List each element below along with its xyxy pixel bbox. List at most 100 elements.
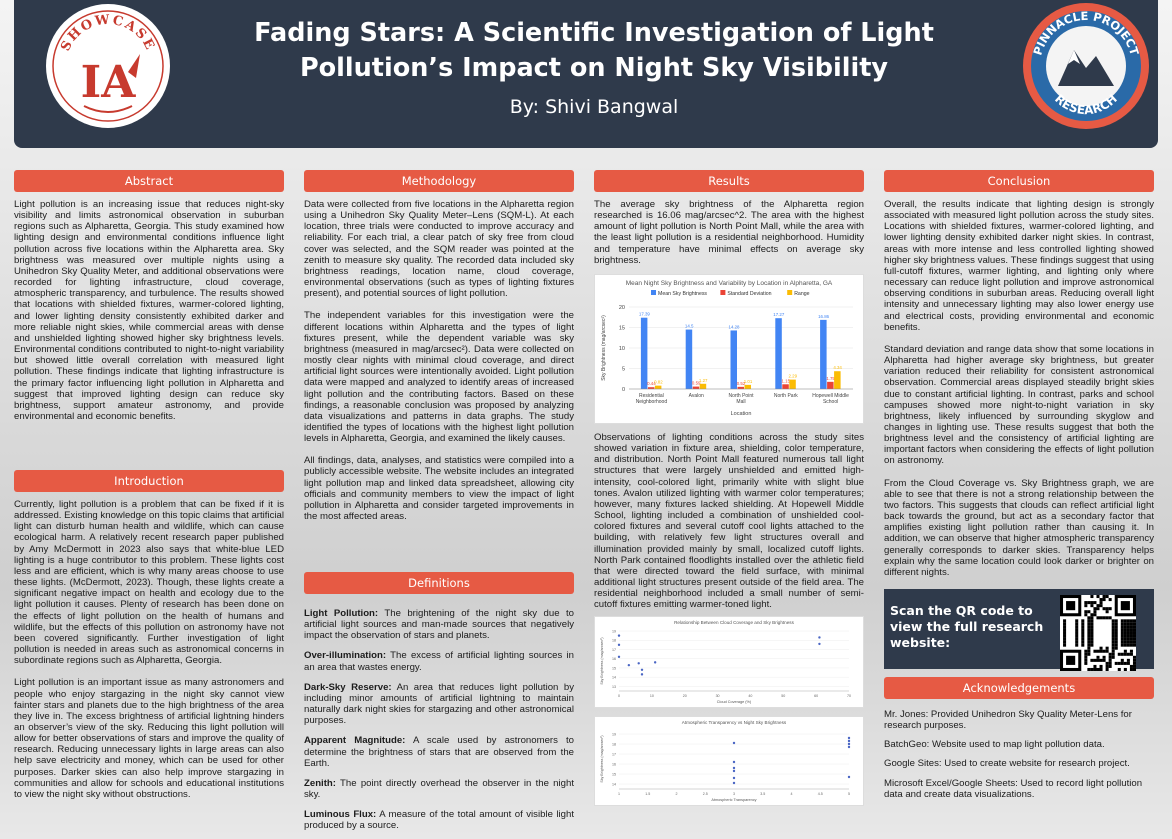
qr-module (1114, 625, 1118, 629)
bar (782, 384, 789, 389)
qr-module (1126, 634, 1130, 638)
qr-module (1090, 637, 1094, 641)
data-label: 0.59 (692, 381, 701, 386)
qr-module (1090, 625, 1094, 629)
cloud-scatter-panel: Relationship Between Cloud Coverage and … (594, 616, 864, 709)
qr-module (1087, 616, 1091, 620)
scatter-point (732, 777, 736, 780)
scatter-point (732, 770, 736, 773)
qr-finder (1066, 601, 1076, 611)
chart-title: Relationship Between Cloud Coverage and … (674, 620, 794, 625)
qr-module (1132, 655, 1136, 659)
scatter-point (732, 761, 736, 764)
qr-module (1126, 622, 1130, 626)
qr-module (1096, 616, 1100, 620)
qr-module (1063, 628, 1067, 632)
qr-module (1087, 667, 1091, 671)
qr-module (1108, 652, 1112, 656)
qr-module (1063, 643, 1067, 647)
qr-module (1087, 610, 1091, 614)
bar (775, 318, 782, 389)
qr-module (1129, 649, 1133, 653)
column-4: Conclusion Overall, the results indicate… (884, 170, 1154, 808)
definition-item: Dark-Sky Reserve: An area that reduces l… (304, 682, 574, 727)
data-label: 0.52 (737, 381, 746, 386)
qr-module (1132, 643, 1136, 647)
qr-module (1105, 607, 1109, 611)
poster-header: SHOWCASE IA Fading Stars: A Scientific I… (14, 0, 1158, 148)
scatter-point (617, 644, 621, 647)
x-tick-label: 30 (716, 694, 720, 698)
qr-module (1099, 616, 1103, 620)
qr-module (1123, 643, 1127, 647)
qr-module (1126, 658, 1130, 662)
qr-module (1108, 658, 1112, 662)
qr-module (1123, 622, 1127, 626)
data-label: 14.28 (729, 324, 741, 329)
qr-module (1129, 637, 1133, 641)
qr-module (1081, 625, 1085, 629)
qr-code[interactable] (1060, 595, 1136, 671)
x-tick-label: 3.5 (760, 792, 765, 796)
qr-module (1063, 625, 1067, 629)
qr-panel: Scan the QR code to view the full resear… (884, 589, 1154, 671)
scatter-point (732, 767, 736, 770)
y-tick-label: 15 (612, 773, 616, 777)
acknowledgement-item: Mr. Jones: Provided Unihedron Sky Qualit… (884, 709, 1132, 732)
data-label: 1.27 (699, 378, 708, 383)
methodology-paragraph: The independent variables for this inves… (304, 310, 574, 445)
qr-module (1108, 661, 1112, 665)
qr-module (1081, 640, 1085, 644)
definition-term: Over-illumination: (304, 650, 387, 662)
qr-module (1090, 601, 1094, 605)
definition-term: Zenith: (304, 777, 336, 789)
qr-module (1111, 643, 1115, 647)
x-tick-label: 1.5 (645, 792, 650, 796)
qr-module (1114, 619, 1118, 623)
scatter-point (617, 634, 621, 638)
x-tick-label: Residential (639, 393, 664, 399)
data-label: 0.82 (654, 380, 663, 385)
qr-module (1063, 637, 1067, 641)
acknowledgement-item: Google Sites: Used to create website for… (884, 758, 1130, 770)
qr-module (1099, 601, 1103, 605)
y-axis-label: Sky Brightness (mag/arcsec²) (600, 638, 604, 685)
definition-text: The point directly overhead the observer… (304, 777, 574, 801)
scatter-point (818, 636, 821, 640)
x-tick-label: 0 (618, 694, 620, 698)
qr-text: Scan the QR code to view the full resear… (890, 603, 1044, 650)
conclusion-heading: Conclusion (884, 170, 1154, 192)
qr-module (1105, 646, 1109, 650)
y-axis-label: Sky Brightness (mag/arcsec²) (600, 736, 604, 783)
qr-module (1117, 652, 1121, 656)
qr-module (1108, 598, 1112, 602)
bar (692, 386, 700, 389)
qr-module (1126, 619, 1130, 623)
qr-module (1081, 628, 1085, 632)
qr-module (1129, 664, 1133, 668)
introduction-heading: Introduction (14, 470, 284, 492)
qr-module (1111, 655, 1115, 659)
qr-module (1111, 619, 1115, 623)
column-3: Results The average sky brightness of th… (594, 170, 864, 807)
qr-module (1105, 649, 1109, 653)
qr-module (1126, 628, 1130, 632)
qr-module (1093, 613, 1097, 617)
bar (647, 387, 655, 389)
x-tick-label: 5 (848, 792, 850, 796)
qr-module (1114, 628, 1118, 632)
x-tick-label: 10 (650, 694, 654, 698)
qr-module (1111, 622, 1115, 626)
x-axis-label: Location (731, 411, 752, 417)
qr-module (1111, 631, 1115, 635)
definitions-heading: Definitions (304, 572, 574, 594)
legend-label: Standard Deviation (727, 291, 771, 297)
qr-module (1096, 667, 1100, 671)
qr-module (1102, 616, 1106, 620)
qr-module (1075, 622, 1079, 626)
x-tick-label: 50 (781, 694, 785, 698)
qr-module (1120, 658, 1124, 662)
qr-module (1084, 601, 1088, 605)
bar-chart: Mean Night Sky Brightness and Variabilit… (601, 280, 853, 417)
qr-module (1120, 652, 1124, 656)
